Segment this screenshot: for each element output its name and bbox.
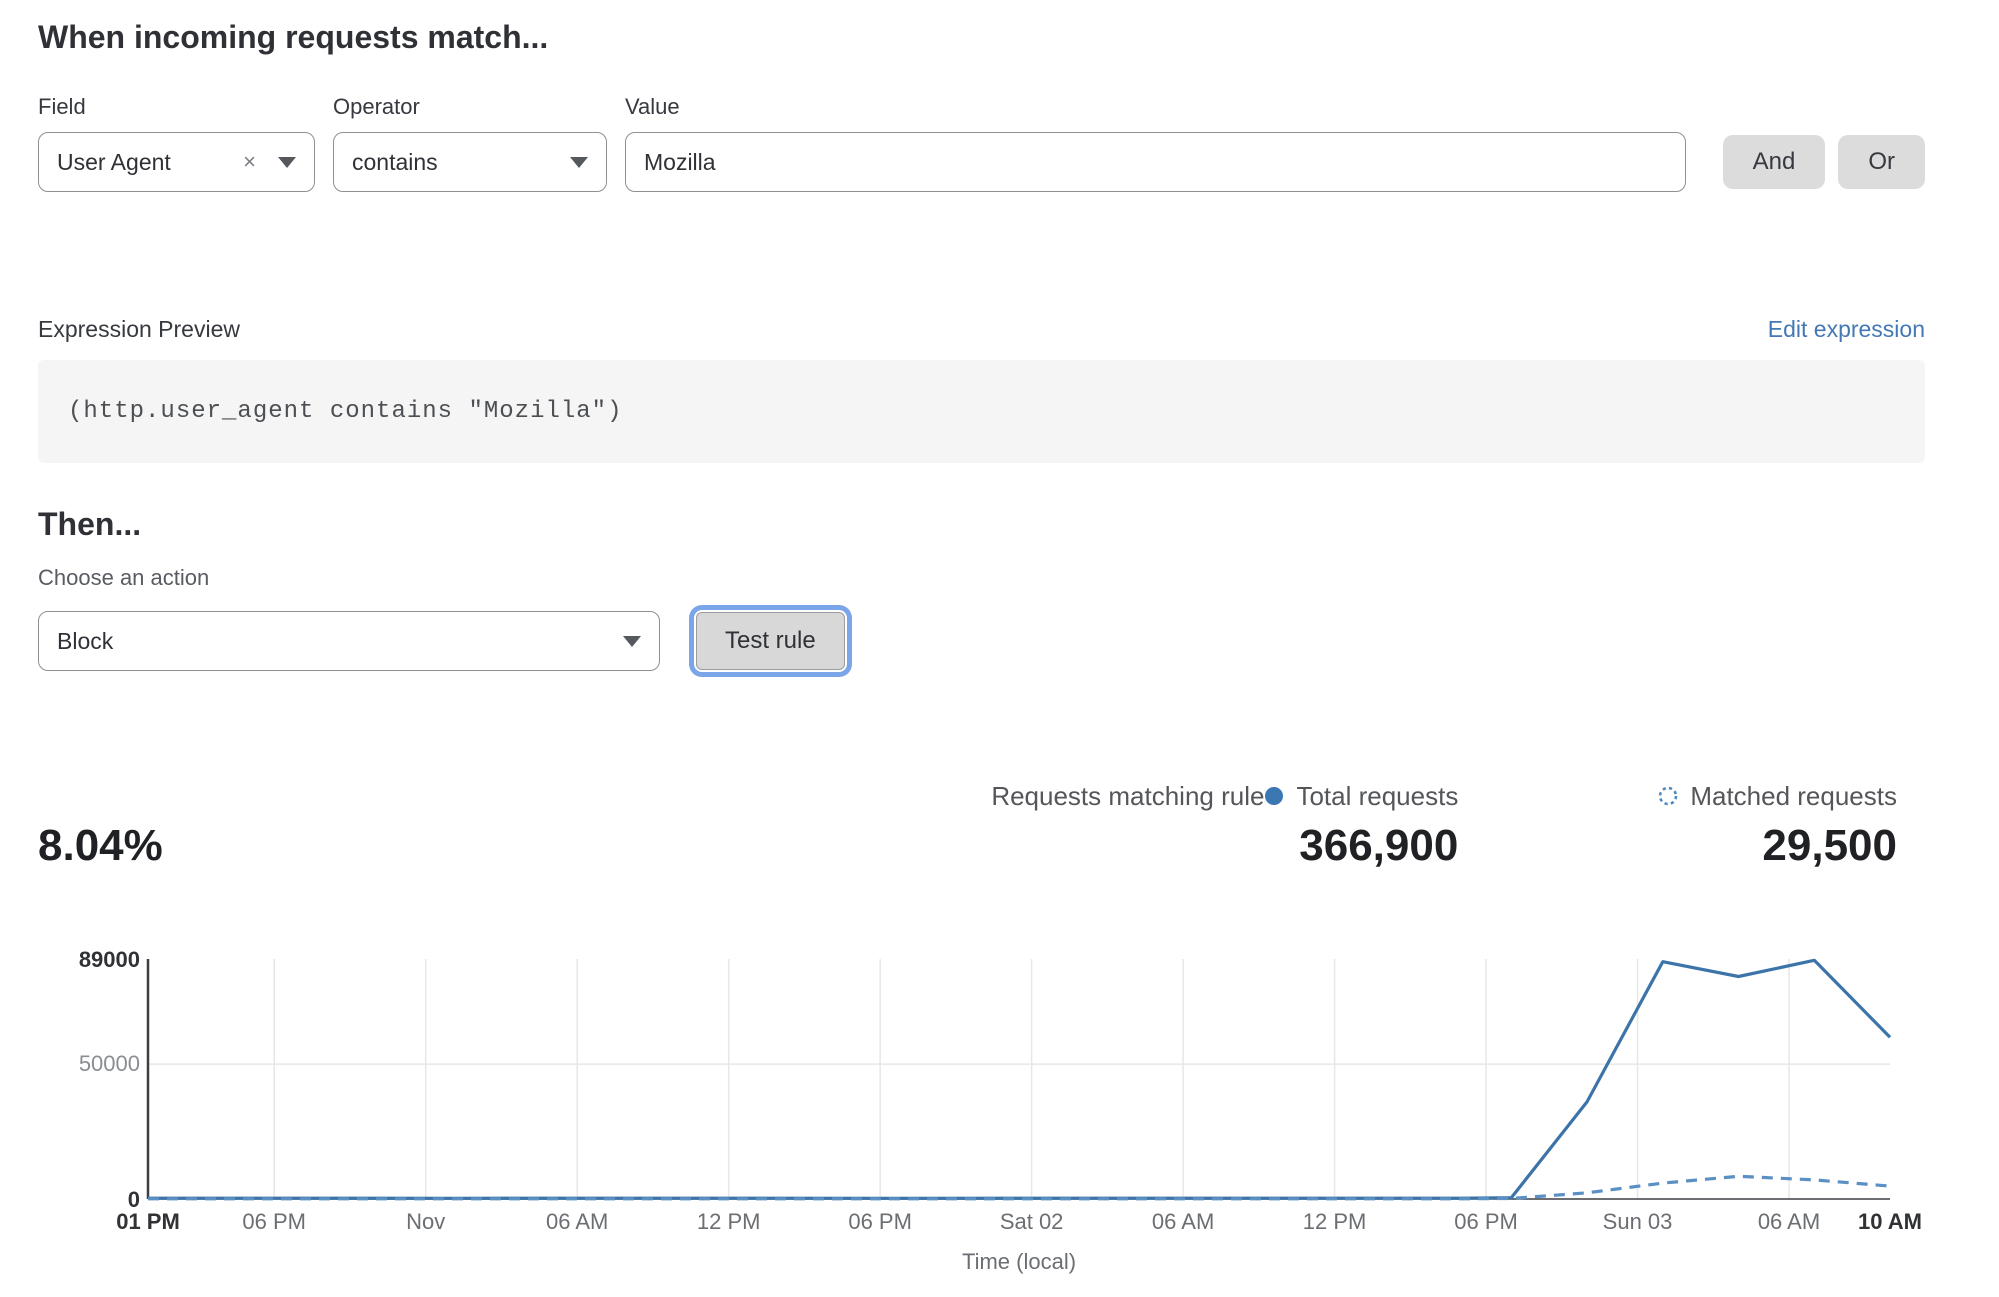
chevron-down-icon bbox=[278, 156, 296, 168]
svg-text:06 PM: 06 PM bbox=[1454, 1209, 1518, 1234]
field-select[interactable]: User Agent × bbox=[38, 132, 315, 192]
stat-matching-label: Requests matching rule bbox=[991, 781, 1265, 811]
chevron-down-icon bbox=[570, 156, 588, 168]
stat-matching-value: 8.04% bbox=[38, 821, 163, 870]
svg-text:06 PM: 06 PM bbox=[848, 1209, 912, 1234]
svg-text:06 AM: 06 AM bbox=[546, 1209, 608, 1234]
match-section-title: When incoming requests match... bbox=[38, 19, 549, 55]
svg-text:Nov: Nov bbox=[406, 1209, 445, 1234]
svg-text:Sat 02: Sat 02 bbox=[1000, 1209, 1064, 1234]
total-requests-dot-icon bbox=[1265, 787, 1284, 805]
value-label: Value bbox=[625, 94, 680, 119]
stat-matching-rule: Requests matching rule 8.04% bbox=[38, 781, 1264, 869]
action-select[interactable]: Block bbox=[38, 611, 660, 671]
action-select-value: Block bbox=[57, 627, 114, 654]
or-button[interactable]: Or bbox=[1838, 135, 1925, 189]
stats-row: Requests matching rule 8.04% Total reque… bbox=[38, 781, 1925, 869]
clear-icon[interactable]: × bbox=[243, 149, 256, 174]
operator-select-value: contains bbox=[352, 148, 438, 175]
svg-text:06 AM: 06 AM bbox=[1152, 1209, 1214, 1234]
stat-matched-label: Matched requests bbox=[1690, 781, 1897, 811]
stat-total-value: 366,900 bbox=[1299, 821, 1459, 870]
and-button[interactable]: And bbox=[1722, 135, 1826, 189]
stat-total-requests: Total requests 366,900 bbox=[1264, 781, 1458, 869]
matched-requests-dashed-circle-icon bbox=[1659, 786, 1678, 806]
field-select-value: User Agent bbox=[57, 148, 171, 175]
stat-total-label: Total requests bbox=[1296, 781, 1459, 811]
svg-text:06 AM: 06 AM bbox=[1758, 1209, 1820, 1234]
chart-container: 0 50000 89000 01 PM 06 PM Nov 06 AM 12 PM 06 PM S… bbox=[38, 932, 1925, 1297]
svg-text:Sun 03: Sun 03 bbox=[1603, 1209, 1673, 1234]
test-rule-button[interactable]: Test rule bbox=[696, 612, 845, 670]
svg-text:50000: 50000 bbox=[79, 1051, 140, 1076]
value-input[interactable] bbox=[625, 132, 1686, 192]
operator-label: Operator bbox=[333, 94, 420, 119]
svg-text:06 PM: 06 PM bbox=[242, 1209, 306, 1234]
edit-expression-link[interactable]: Edit expression bbox=[1767, 316, 1925, 342]
operator-select[interactable]: contains bbox=[333, 132, 607, 192]
svg-text:89000: 89000 bbox=[79, 947, 140, 972]
svg-text:0: 0 bbox=[128, 1187, 140, 1212]
stat-matched-requests: Matched requests 29,500 bbox=[1658, 781, 1897, 869]
expression-preview-label: Expression Preview bbox=[38, 316, 240, 342]
svg-text:01 PM: 01 PM bbox=[116, 1209, 180, 1234]
expression-code-block: (http.user_agent contains "Mozilla") bbox=[38, 360, 1925, 463]
then-section-title: Then... bbox=[38, 506, 142, 542]
expression-code: (http.user_agent contains "Mozilla") bbox=[68, 398, 623, 425]
condition-row: Field User Agent × Operator contains Val… bbox=[38, 94, 1925, 192]
svg-text:Time (local): Time (local) bbox=[962, 1249, 1076, 1274]
stat-matched-value: 29,500 bbox=[1762, 821, 1897, 870]
field-label: Field bbox=[38, 94, 86, 119]
chevron-down-icon bbox=[623, 635, 641, 647]
requests-chart: 0 50000 89000 01 PM 06 PM Nov 06 AM 12 PM 06 PM S… bbox=[79, 947, 1922, 1274]
choose-action-label: Choose an action bbox=[38, 565, 210, 590]
svg-text:10 AM: 10 AM bbox=[1858, 1209, 1922, 1234]
svg-text:12 PM: 12 PM bbox=[697, 1209, 761, 1234]
svg-text:12 PM: 12 PM bbox=[1303, 1209, 1367, 1234]
